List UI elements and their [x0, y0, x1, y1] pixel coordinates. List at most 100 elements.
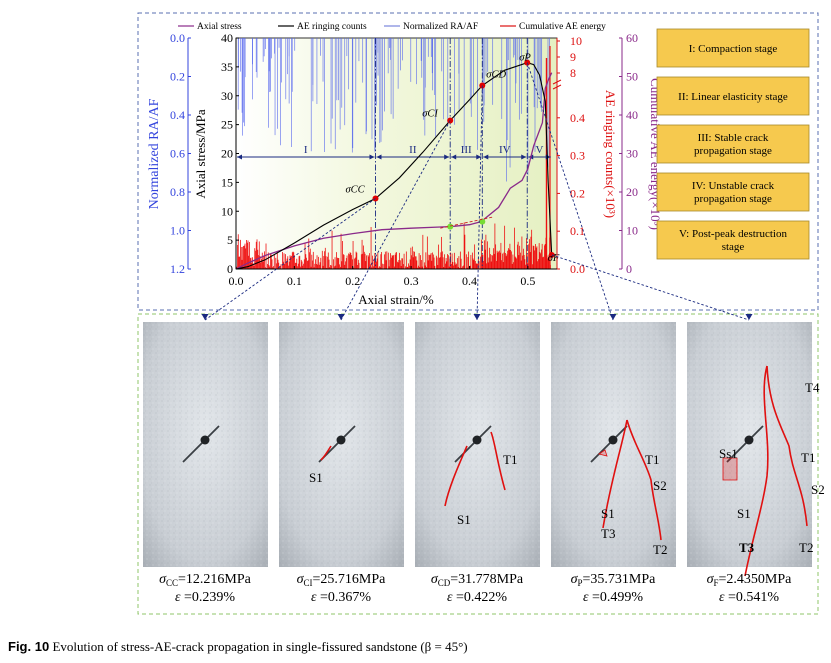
stress-tick-label: 5 [227, 233, 233, 247]
ra-af-tick-label: 0.0 [170, 31, 185, 45]
stress-tick-label: 15 [221, 175, 233, 189]
specimen-texture [687, 322, 812, 567]
sigma-subscript: CD [438, 578, 451, 588]
stage-box-4 [656, 172, 810, 212]
axes: 0.0 0.2 0.4 0.6 0.8 1.0 1.2 0 5 10 15 20 25 30 35 40 0.0… [170, 31, 638, 288]
crack-path [602, 419, 628, 529]
stage-box-5 [656, 220, 810, 260]
photo-strain-label: ε =0.499% [583, 590, 643, 605]
x-tick-label: 0.0 [229, 274, 244, 288]
crack-label-T3: T3 [739, 540, 755, 555]
key-point-σP [524, 59, 531, 66]
crack-path [722, 457, 738, 481]
sigma-value: =25.716MPa [313, 572, 387, 587]
stage-box-line: II: Linear elasticity stage [678, 91, 788, 103]
photo-stress-label: σP=35.731MPa [571, 572, 657, 588]
photo-specimen-4: T1 S2 S1 T3 T2 σP=35.731MPa ε =0.499% [551, 322, 676, 605]
drill-hole [200, 435, 210, 445]
connector-arrowhead-2 [337, 314, 345, 320]
stage-dividers: I II III IV V [237, 38, 551, 269]
strain-value: =0.499% [588, 590, 643, 605]
strain-value: =0.239% [180, 590, 235, 605]
connector-arrow-3 [476, 85, 483, 321]
crack-path [626, 419, 662, 541]
ra-af-tick-label: 0.4 [170, 108, 185, 122]
stage-arrowheads-V [528, 154, 551, 160]
ae-tick-label: 9 [570, 50, 576, 64]
stage-box-text-2: II: Linear elasticity stage [678, 91, 788, 103]
y-axis-title-ra-af: Normalized RA/AF [147, 98, 162, 209]
crack-label-Ss1: Ss1 [719, 446, 738, 461]
connector-arrowhead-5 [745, 314, 753, 320]
strain-symbol: ε [175, 590, 181, 605]
stage-box-line: IV: Unstable crack [692, 180, 775, 192]
energy-trend-line [440, 216, 493, 229]
ae-tick-label: 0.1 [570, 224, 585, 238]
connector-arrow-5 [551, 254, 750, 321]
stage-box-1 [656, 28, 810, 68]
stage-label-III: III [461, 144, 472, 156]
stress-tick-label: 35 [221, 60, 233, 74]
plot-area-background [235, 37, 558, 270]
sigma-value: =31.778MPa [450, 572, 524, 587]
connector-arrow-4 [526, 62, 614, 321]
x-tick-label: 0.3 [404, 274, 419, 288]
connector-arrowhead-4 [609, 314, 617, 320]
drill-hole [608, 435, 618, 445]
stage-label-V: V [536, 144, 544, 156]
specimen-texture [143, 322, 268, 567]
crack-path [744, 365, 769, 577]
strain-value: =0.422% [452, 590, 507, 605]
sigma-subscript: CI [304, 578, 313, 588]
energy-tick-label: 50 [626, 70, 638, 84]
ae-tick-label: 0.2 [570, 186, 585, 200]
key-point-label-σP: σP [519, 53, 531, 64]
stress-tick-label: 30 [221, 89, 233, 103]
strain-symbol: ε [583, 590, 589, 605]
specimen-texture [415, 322, 540, 567]
strain-symbol: ε [719, 590, 725, 605]
energy-tick-label: 30 [626, 147, 638, 161]
pre-existing-fissure [182, 425, 220, 463]
energy-tick-label: 0 [626, 262, 632, 276]
energy-tick-label: 10 [626, 224, 638, 238]
crack-group [598, 419, 662, 541]
drill-hole [336, 435, 346, 445]
connector-arrow-1 [204, 198, 376, 321]
specimen-texture [279, 322, 404, 567]
sigma-subscript: CC [166, 578, 178, 588]
sigma-value: =35.731MPa [583, 572, 657, 587]
photo-strain-label: ε =0.422% [447, 590, 507, 605]
stress-tick-label: 20 [221, 147, 233, 161]
connector-arrow-2 [340, 120, 451, 321]
ra-af-tick-label: 0.8 [170, 185, 185, 199]
energy-tick-label: 40 [626, 108, 638, 122]
energy-marker [447, 223, 454, 230]
stage-box-line: stage [722, 241, 745, 253]
crack-label-T2: T2 [653, 542, 667, 557]
photo-specimen-1: σCC=12.216MPa ε =0.239% [143, 322, 268, 605]
strain-value: =0.541% [724, 590, 779, 605]
stage-box-2 [656, 76, 810, 116]
stress-tick-label: 0 [227, 262, 233, 276]
crack-path [766, 365, 808, 527]
key-point-σF [548, 251, 555, 258]
legend-label-ae-ringing: AE ringing counts [297, 22, 367, 32]
crack-label-S1: S1 [737, 506, 751, 521]
sigma-value: =2.4350MPa [719, 572, 793, 587]
crack-path [320, 445, 332, 461]
x-axis-title: Axial strain/% [358, 292, 434, 307]
ra-af-tick-label: 0.2 [170, 70, 185, 84]
key-point-label-σF: σF [548, 253, 560, 264]
stress-tick-label: 25 [221, 118, 233, 132]
stage-legend-boxes: I: Compaction stage II: Linear elasticity… [656, 28, 810, 260]
crack-label-S2: S2 [653, 478, 667, 493]
y-axis-title-stress: Axial stress/MPa [193, 109, 208, 198]
stage-label-IV: IV [499, 144, 511, 156]
stage-box-3 [656, 124, 810, 164]
ae-tick-label: 0.0 [570, 262, 585, 276]
stage-box-line: III: Stable crack [698, 132, 769, 144]
crack-label-S1: S1 [309, 470, 323, 485]
crack-label-T3: T3 [601, 526, 615, 541]
